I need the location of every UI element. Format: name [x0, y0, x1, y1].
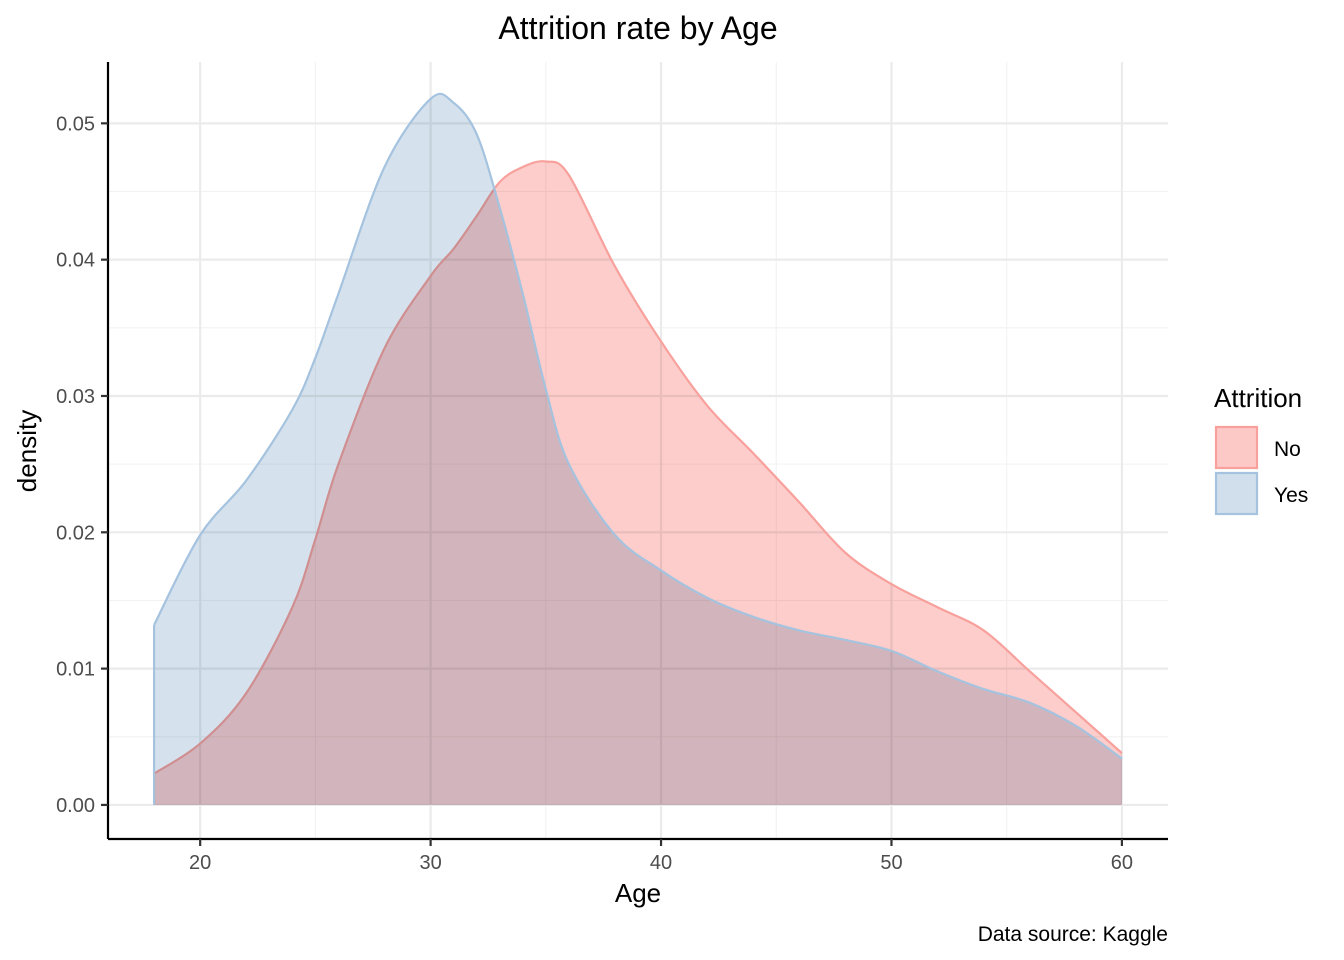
x-axis-title: Age — [615, 878, 661, 908]
legend: Attrition No Yes — [1214, 383, 1308, 516]
y-tick-label: 0.03 — [56, 386, 95, 408]
density-line-yes — [153, 92, 1123, 760]
legend-key-no — [1214, 425, 1259, 470]
legend-title: Attrition — [1214, 383, 1302, 413]
y-tick-label: 0.00 — [56, 795, 95, 817]
x-tick-label: 40 — [650, 852, 672, 874]
y-tick-label: 0.01 — [56, 659, 95, 681]
x-tick-label: 50 — [880, 852, 902, 874]
caption: Data source: Kaggle — [978, 923, 1168, 946]
density-area-yes — [154, 93, 1122, 805]
y-tick-label: 0.02 — [56, 522, 95, 544]
x-tick-label: 30 — [419, 852, 441, 874]
axis-ticks: 20 30 40 50 60 0.00 0.01 0.02 0.03 0.04 0.05 — [56, 113, 1133, 874]
y-axis-title: density — [12, 410, 42, 492]
chart-title: Attrition rate by Age — [498, 10, 777, 46]
density-areas — [152, 92, 1123, 805]
legend-label-yes: Yes — [1274, 484, 1308, 507]
axes — [106, 62, 1168, 841]
y-tick-label: 0.04 — [56, 250, 95, 272]
legend-label-no: No — [1274, 438, 1301, 461]
x-tick-label: 20 — [189, 852, 211, 874]
legend-key-yes — [1214, 471, 1259, 516]
y-tick-label: 0.05 — [56, 113, 95, 135]
x-tick-label: 60 — [1111, 852, 1133, 874]
